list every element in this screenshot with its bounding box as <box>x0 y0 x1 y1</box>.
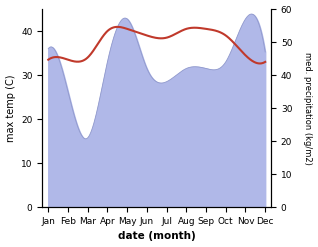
Y-axis label: max temp (C): max temp (C) <box>5 74 16 142</box>
X-axis label: date (month): date (month) <box>118 231 196 242</box>
Y-axis label: med. precipitation (kg/m2): med. precipitation (kg/m2) <box>303 52 313 165</box>
